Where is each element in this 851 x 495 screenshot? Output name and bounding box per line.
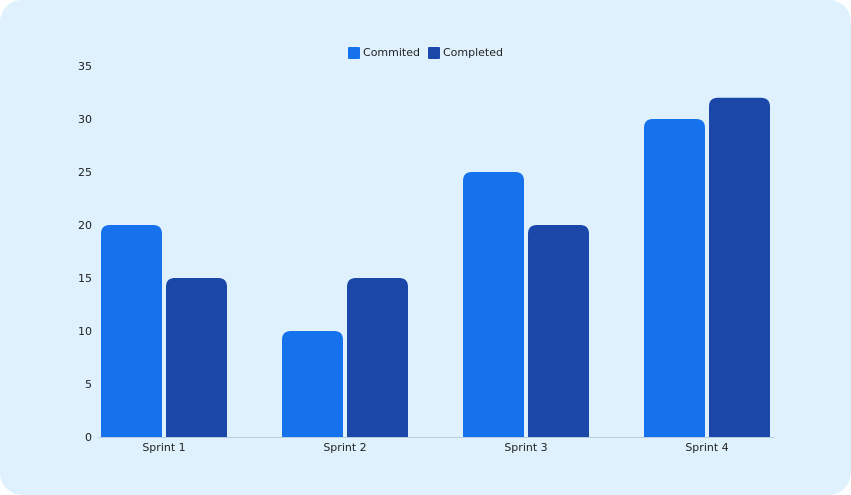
bar-commited-sprint-3 bbox=[463, 172, 524, 437]
x-tick-label: Sprint 1 bbox=[142, 441, 185, 454]
legend-label-completed: Completed bbox=[442, 46, 503, 59]
legend-label-commited: Commited bbox=[363, 46, 420, 59]
y-tick-label: 20 bbox=[78, 219, 92, 232]
x-tick-label: Sprint 4 bbox=[685, 441, 728, 454]
bar-commited-sprint-1 bbox=[101, 225, 162, 437]
bar-completed-sprint-2 bbox=[347, 278, 408, 437]
bar-completed-sprint-1 bbox=[166, 278, 227, 437]
y-tick-label: 30 bbox=[78, 113, 92, 126]
y-tick-label: 0 bbox=[85, 431, 92, 444]
y-tick-label: 15 bbox=[78, 272, 92, 285]
y-tick-label: 25 bbox=[78, 166, 92, 179]
y-tick-label: 10 bbox=[78, 325, 92, 338]
bar-commited-sprint-4 bbox=[644, 119, 705, 437]
x-tick-label: Sprint 2 bbox=[323, 441, 366, 454]
legend: Commited Completed bbox=[0, 46, 851, 59]
y-tick-label: 5 bbox=[85, 378, 92, 391]
bar-completed-sprint-4 bbox=[709, 97, 770, 438]
x-tick-label: Sprint 3 bbox=[504, 441, 547, 454]
legend-item-completed: Completed bbox=[427, 46, 503, 59]
legend-swatch-commited bbox=[348, 46, 361, 59]
bar-commited-sprint-2 bbox=[282, 331, 343, 437]
bar-completed-sprint-3 bbox=[528, 225, 589, 437]
legend-item-commited: Commited bbox=[348, 46, 420, 59]
y-tick-label: 35 bbox=[78, 60, 92, 73]
legend-swatch-completed bbox=[427, 46, 440, 59]
